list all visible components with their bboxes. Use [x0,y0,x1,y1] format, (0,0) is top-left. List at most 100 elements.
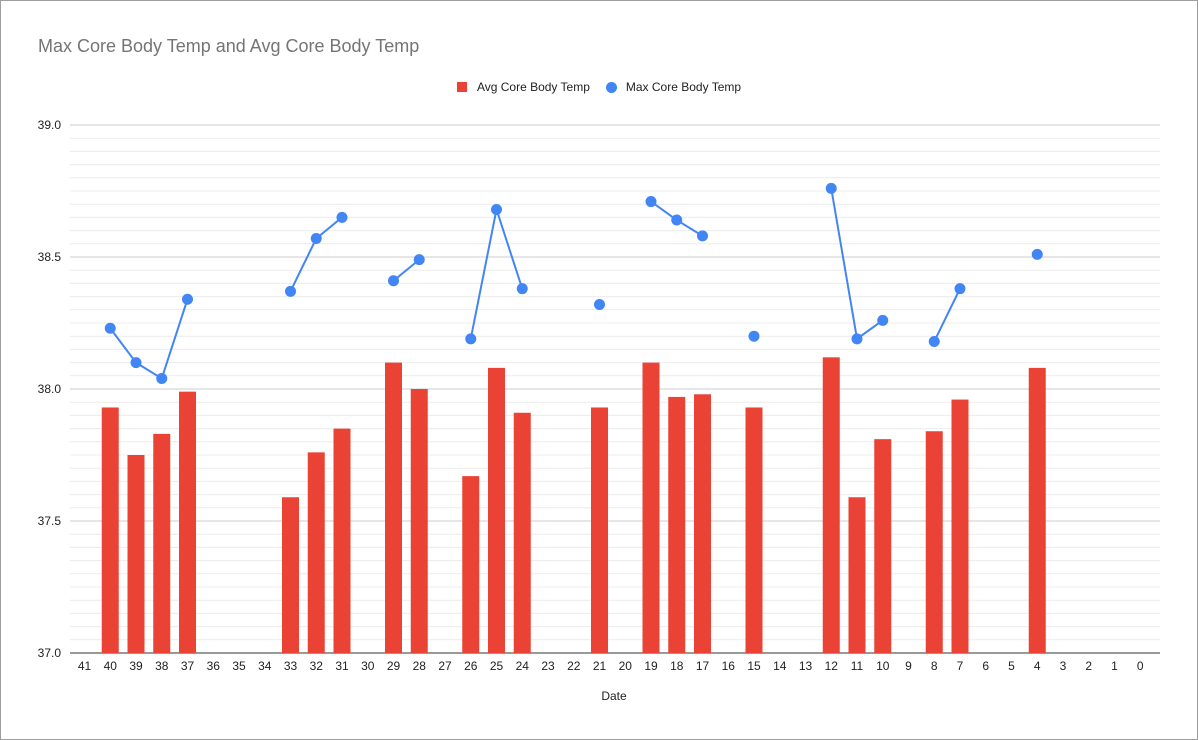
x-tick-label: 32 [310,659,324,673]
x-tick-label: 2 [1085,659,1092,673]
x-tick-label: 19 [644,659,658,673]
x-tick-label: 35 [232,659,246,673]
bar-avg [874,439,892,653]
bar-avg [822,357,840,653]
point-max [465,333,477,345]
x-tick-label: 25 [490,659,504,673]
point-max [130,357,142,369]
x-tick-label: 24 [516,659,530,673]
minor-gridlines [70,137,1160,641]
bar-avg [513,412,531,653]
x-tick-label: 22 [567,659,581,673]
x-tick-label: 26 [464,659,478,673]
chart-title: Max Core Body Temp and Avg Core Body Tem… [38,36,420,56]
bar-avg [282,497,299,653]
x-tick-label: 11 [851,659,864,673]
bar-avg [668,396,686,653]
bar-avg [951,399,969,653]
x-tick-label: 30 [361,659,375,673]
x-tick-label: 4 [1034,659,1041,673]
point-max [388,275,399,287]
y-tick-label: 38.5 [38,250,62,264]
point-max [285,285,296,297]
legend: Avg Core Body Temp Max Core Body Temp [0,80,1198,94]
bar-avg [153,433,171,653]
point-max [310,233,322,245]
line-segment-max [469,205,524,340]
legend-swatch-max [605,81,617,93]
x-tick-label: 28 [413,659,427,673]
x-tick-label: 15 [747,659,761,673]
bar-avg [127,455,145,653]
point-max [851,333,863,345]
bar-avg [179,391,196,653]
legend-swatch-avg [456,82,467,92]
x-tick-labels: 41 40 39 38 37 36 35 34 33 32 31 30 29 28 27 26 25 24 23 22… [78,659,1144,673]
x-tick-label: 12 [825,659,839,673]
x-tick-label: 14 [773,659,787,673]
bar-avg [101,407,119,653]
legend-item-avg[interactable]: Avg Core Body Temp [456,80,590,94]
point-max [516,283,528,295]
line-segment-max [392,258,420,282]
y-tick-label: 38.0 [38,382,62,396]
point-max [413,254,425,266]
x-tick-label: 6 [982,659,989,673]
point-max [336,211,348,223]
bar-avg [848,497,866,653]
x-tick-label: 33 [284,659,298,673]
x-tick-label: 16 [722,659,736,673]
point-max [748,330,760,342]
x-tick-label: 40 [104,659,118,673]
major-gridlines: 37.0 37.5 38.0 38.5 39.0 [38,118,1160,660]
y-tick-label: 37.0 [38,646,62,660]
bar-avg [333,428,351,653]
point-max [182,293,193,305]
point-max [671,214,683,226]
legend-label-max: Max Core Body Temp [625,80,742,94]
x-tick-label: 38 [155,659,169,673]
x-tick-label: 5 [1008,659,1015,673]
x-tick-label: 10 [876,659,890,673]
x-tick-label: 31 [335,659,349,673]
line-segment-max [289,216,343,292]
bar-avg [307,452,325,653]
x-tick-label: 29 [387,659,401,673]
bar-avg [642,362,660,653]
x-tick-label: 13 [799,659,813,673]
bar-avg [462,476,480,653]
point-max [954,283,966,295]
x-tick-label: 0 [1137,659,1144,673]
y-tick-label: 37.5 [38,514,62,528]
x-tick-label: 3 [1060,659,1067,673]
bar-avg [385,362,402,653]
point-max [928,335,940,347]
point-max [645,196,657,208]
line-series-max [104,182,1043,384]
point-max [156,372,168,384]
y-tick-label: 39.0 [38,118,62,132]
bar-avg [591,407,608,653]
x-tick-label: 7 [957,659,964,673]
bar-avg [745,407,763,653]
x-axis-title: Date [601,689,627,703]
bar-avg [925,431,943,653]
legend-label-avg: Avg Core Body Temp [476,80,590,94]
bar-avg [410,389,428,653]
x-tick-label: 37 [181,659,195,673]
line-segment-max [830,188,884,341]
line-segment-max [109,298,189,380]
x-tick-label: 23 [541,659,555,673]
point-max [877,314,889,326]
point-max [594,299,605,311]
bar-avg [1028,367,1046,653]
x-tick-label: 20 [619,659,633,673]
point-max [697,230,708,242]
point-max [491,203,502,215]
x-tick-label: 17 [696,659,710,673]
line-segment-max [933,288,961,342]
legend-item-max[interactable]: Max Core Body Temp [605,80,742,94]
x-tick-label: 36 [207,659,221,673]
x-tick-label: 21 [593,659,607,673]
